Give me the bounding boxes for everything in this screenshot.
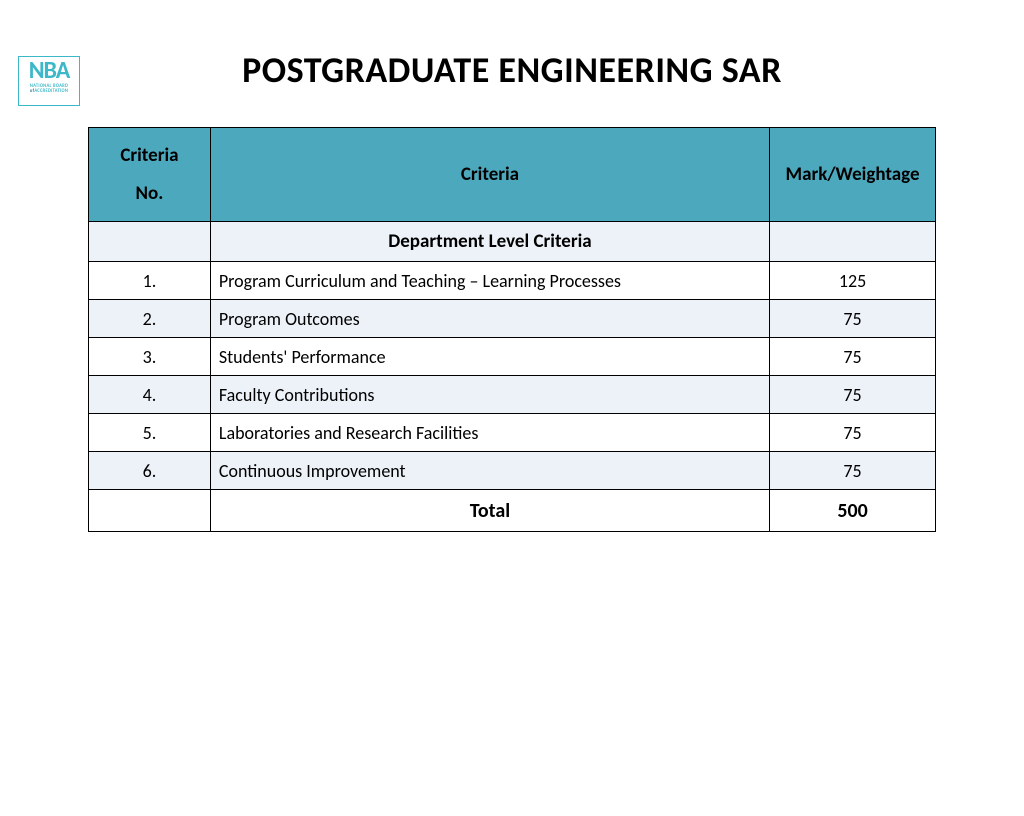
cell-mark: 75	[770, 300, 936, 338]
col-header-no: CriteriaNo.	[89, 128, 211, 222]
cell-criteria: Program Curriculum and Teaching – Learni…	[210, 262, 769, 300]
section-label: Department Level Criteria	[210, 222, 769, 262]
col-header-criteria: Criteria	[210, 128, 769, 222]
table-row: 2. Program Outcomes 75	[89, 300, 936, 338]
cell-criteria: Laboratories and Research Facilities	[210, 414, 769, 452]
cell-no: 2.	[89, 300, 211, 338]
section-header-row: Department Level Criteria	[89, 222, 936, 262]
cell-mark: 125	[770, 262, 936, 300]
table-row: 4. Faculty Contributions 75	[89, 376, 936, 414]
cell-criteria: Continuous Improvement	[210, 452, 769, 490]
cell-mark: 75	[770, 414, 936, 452]
cell-no: 6.	[89, 452, 211, 490]
cell-mark: 75	[770, 338, 936, 376]
logo-text-top: NBA	[21, 59, 77, 83]
section-blank-right	[770, 222, 936, 262]
cell-mark: 75	[770, 452, 936, 490]
cell-no: 3.	[89, 338, 211, 376]
logo-text-bottom: NATIONAL BOARD ofACCREDITATION	[21, 85, 77, 94]
table-row: 3. Students' Performance 75	[89, 338, 936, 376]
table-row: 6. Continuous Improvement 75	[89, 452, 936, 490]
total-row: Total 500	[89, 490, 936, 532]
nba-logo: NBA NATIONAL BOARD ofACCREDITATION	[18, 56, 80, 106]
cell-criteria: Faculty Contributions	[210, 376, 769, 414]
total-blank	[89, 490, 211, 532]
table-header-row: CriteriaNo. Criteria Mark/Weightage	[89, 128, 936, 222]
table-row: 5. Laboratories and Research Facilities …	[89, 414, 936, 452]
cell-criteria: Students' Performance	[210, 338, 769, 376]
page-title: POSTGRADUATE ENGINEERING SAR	[0, 48, 1024, 92]
section-blank-left	[89, 222, 211, 262]
total-value: 500	[770, 490, 936, 532]
cell-no: 4.	[89, 376, 211, 414]
cell-no: 1.	[89, 262, 211, 300]
criteria-table: CriteriaNo. Criteria Mark/Weightage Depa…	[88, 127, 936, 532]
col-header-mark: Mark/Weightage	[770, 128, 936, 222]
cell-criteria: Program Outcomes	[210, 300, 769, 338]
table-row: 1. Program Curriculum and Teaching – Lea…	[89, 262, 936, 300]
total-label: Total	[210, 490, 769, 532]
cell-no: 5.	[89, 414, 211, 452]
cell-mark: 75	[770, 376, 936, 414]
